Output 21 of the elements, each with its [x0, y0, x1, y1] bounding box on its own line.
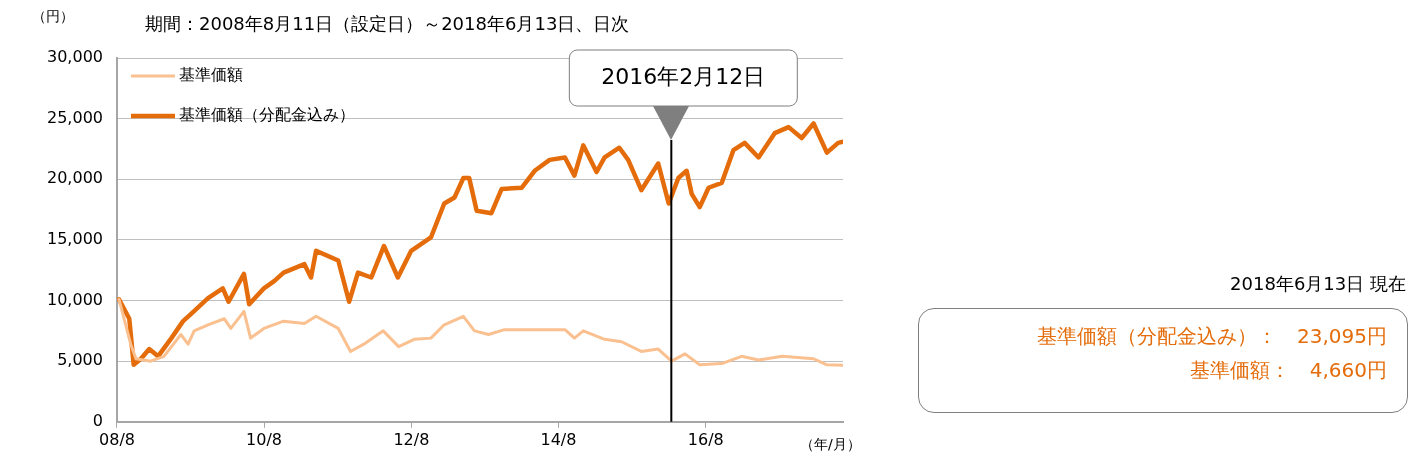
y-axis-title: （円）: [32, 8, 74, 26]
legend-label: 基準価額（分配金込み）: [178, 105, 355, 125]
x-tick-label: 10/8: [246, 429, 283, 449]
x-tick-label: 14/8: [540, 429, 577, 449]
y-tick-label: 20,000: [47, 168, 103, 188]
ref-line-label: 2016年2月12日: [601, 63, 766, 89]
legend-label: 基準価額: [178, 65, 243, 85]
x-tick-label: 16/8: [687, 429, 724, 449]
x-tick-label: 12/8: [393, 429, 430, 449]
y-tick-label: 0: [92, 410, 103, 430]
chart-title: 期間：2008年8月11日（設定日）～2018年6月13日、日次: [145, 12, 630, 36]
y-tick-label: 10,000: [47, 289, 103, 309]
text: 基準価額： 4,660円: [1188, 357, 1387, 384]
text: 基準価額（分配金込み）： 23,095円: [1036, 323, 1387, 350]
x-axis-title: （年/月）: [800, 436, 861, 454]
y-tick-label: 30,000: [47, 47, 103, 67]
x-tick-label: 08/8: [99, 429, 135, 449]
y-tick-label: 5,000: [57, 350, 103, 370]
y-tick-label: 25,000: [47, 107, 103, 127]
text: 2018年6月13日 現在: [1229, 272, 1406, 296]
y-tick-label: 15,000: [47, 229, 103, 249]
